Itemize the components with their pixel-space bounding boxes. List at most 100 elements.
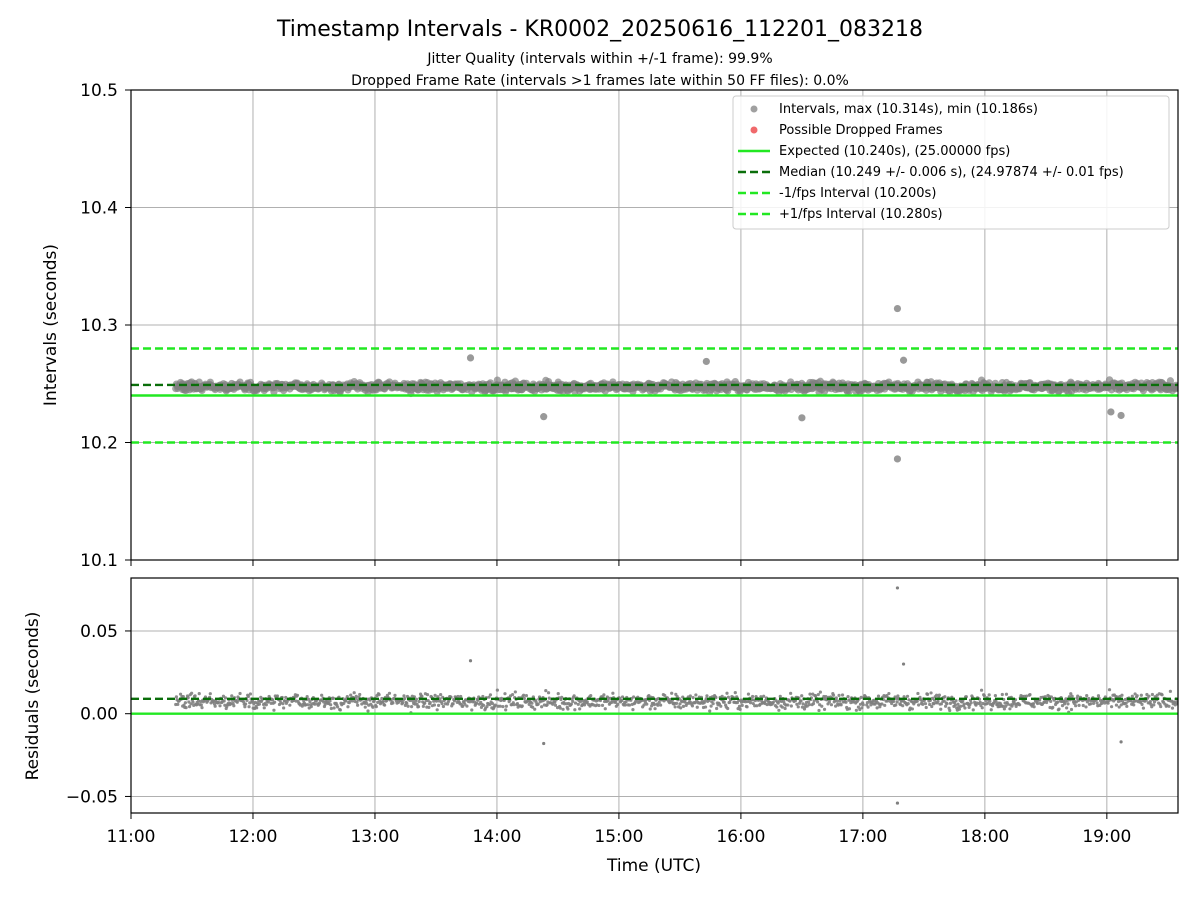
- residual-point: [645, 702, 649, 706]
- legend-marker-dropped: [750, 126, 758, 134]
- residuals-y-tick-label: −0.05: [66, 787, 118, 807]
- residual-point: [576, 702, 580, 706]
- residual-outlier-point: [468, 659, 473, 663]
- residual-point: [531, 705, 535, 709]
- residual-point: [470, 708, 474, 712]
- residual-point: [1000, 692, 1004, 697]
- x-tick-label: 19:00: [1082, 827, 1131, 847]
- residual-point: [272, 708, 276, 712]
- residual-point: [957, 707, 962, 711]
- residual-point: [796, 705, 800, 709]
- residual-point: [199, 703, 203, 707]
- residual-point: [328, 699, 332, 703]
- residual-point: [980, 706, 984, 710]
- residual-point: [1077, 703, 1081, 708]
- residual-point: [465, 704, 469, 708]
- residual-point: [673, 705, 677, 709]
- residual-point: [656, 703, 660, 707]
- residual-point: [831, 693, 836, 697]
- residual-point: [1147, 694, 1151, 698]
- interval-outlier-point: [466, 354, 475, 362]
- residual-point: [354, 694, 358, 698]
- residual-point: [441, 704, 446, 709]
- residual-point: [926, 692, 930, 697]
- residual-point: [875, 706, 879, 710]
- residual-point: [488, 693, 493, 697]
- residual-point: [859, 695, 863, 699]
- residual-point: [720, 694, 724, 698]
- residual-point: [1049, 699, 1053, 703]
- residual-point: [653, 707, 657, 711]
- residual-point: [835, 699, 839, 703]
- residual-point: [956, 702, 960, 706]
- residual-point: [329, 706, 333, 711]
- residual-point: [746, 692, 751, 696]
- residual-point: [544, 689, 548, 693]
- residual-point: [573, 701, 578, 705]
- residual-point: [363, 705, 367, 709]
- residual-point: [423, 701, 427, 705]
- residual-point: [232, 704, 236, 708]
- residual-point: [934, 693, 939, 697]
- intervals-y-label: Intervals (seconds): [41, 244, 61, 406]
- residual-point: [187, 704, 192, 709]
- residual-point: [358, 692, 362, 697]
- residual-point: [726, 706, 730, 711]
- intervals-y-tick-label: 10.4: [80, 199, 118, 219]
- residual-point: [571, 699, 575, 704]
- residual-point: [255, 706, 259, 710]
- residual-point: [305, 694, 309, 699]
- residual-point: [962, 702, 966, 706]
- interval-point: [1166, 377, 1174, 385]
- residual-point: [332, 706, 336, 710]
- residual-point: [969, 701, 973, 705]
- residual-point: [916, 691, 920, 696]
- residual-point: [844, 700, 848, 704]
- residual-point: [748, 701, 753, 705]
- residual-point: [257, 702, 262, 706]
- x-tick-label: 14:00: [472, 827, 521, 847]
- residual-point: [243, 705, 247, 709]
- residual-point: [223, 696, 228, 700]
- residual-point: [346, 705, 350, 709]
- interval-outlier-point: [1107, 408, 1115, 416]
- residual-point: [652, 703, 656, 707]
- residual-point: [1168, 689, 1172, 693]
- residual-point: [650, 704, 654, 708]
- residual-point: [381, 699, 385, 704]
- residual-point: [1076, 694, 1080, 698]
- residual-point: [860, 706, 864, 710]
- residual-point: [1152, 703, 1156, 707]
- residual-point: [964, 695, 968, 699]
- residual-point: [556, 692, 560, 696]
- residual-point: [837, 693, 841, 697]
- residual-point: [928, 702, 932, 707]
- residual-point: [711, 702, 715, 706]
- residual-point: [1150, 692, 1155, 697]
- residual-point: [1074, 704, 1078, 708]
- residual-point: [993, 693, 997, 698]
- intervals-plot: 10.1 10.2 10.3 10.4 10.5 Intervals (seconds): [41, 81, 1179, 571]
- residual-point: [338, 708, 342, 712]
- residual-point: [405, 701, 409, 705]
- residual-point: [1117, 705, 1121, 709]
- residual-point: [512, 703, 516, 707]
- residual-point: [481, 703, 486, 707]
- residual-point: [945, 702, 949, 706]
- residual-point: [481, 694, 485, 699]
- residual-point: [678, 702, 682, 706]
- residual-point: [487, 695, 491, 699]
- residual-point: [456, 694, 460, 699]
- residual-point: [247, 705, 251, 709]
- residual-point: [371, 705, 375, 709]
- legend-frame: [732, 95, 1170, 230]
- residual-point: [602, 693, 606, 697]
- residual-point: [270, 698, 275, 702]
- residual-point: [924, 705, 928, 710]
- residual-point: [317, 701, 322, 705]
- legend-label-intervals: Intervals, max (10.314s), min (10.186s): [779, 102, 1038, 117]
- residual-point: [929, 691, 933, 695]
- x-tick-label: 12:00: [228, 827, 277, 847]
- residual-point: [807, 702, 811, 707]
- residual-point: [479, 705, 484, 709]
